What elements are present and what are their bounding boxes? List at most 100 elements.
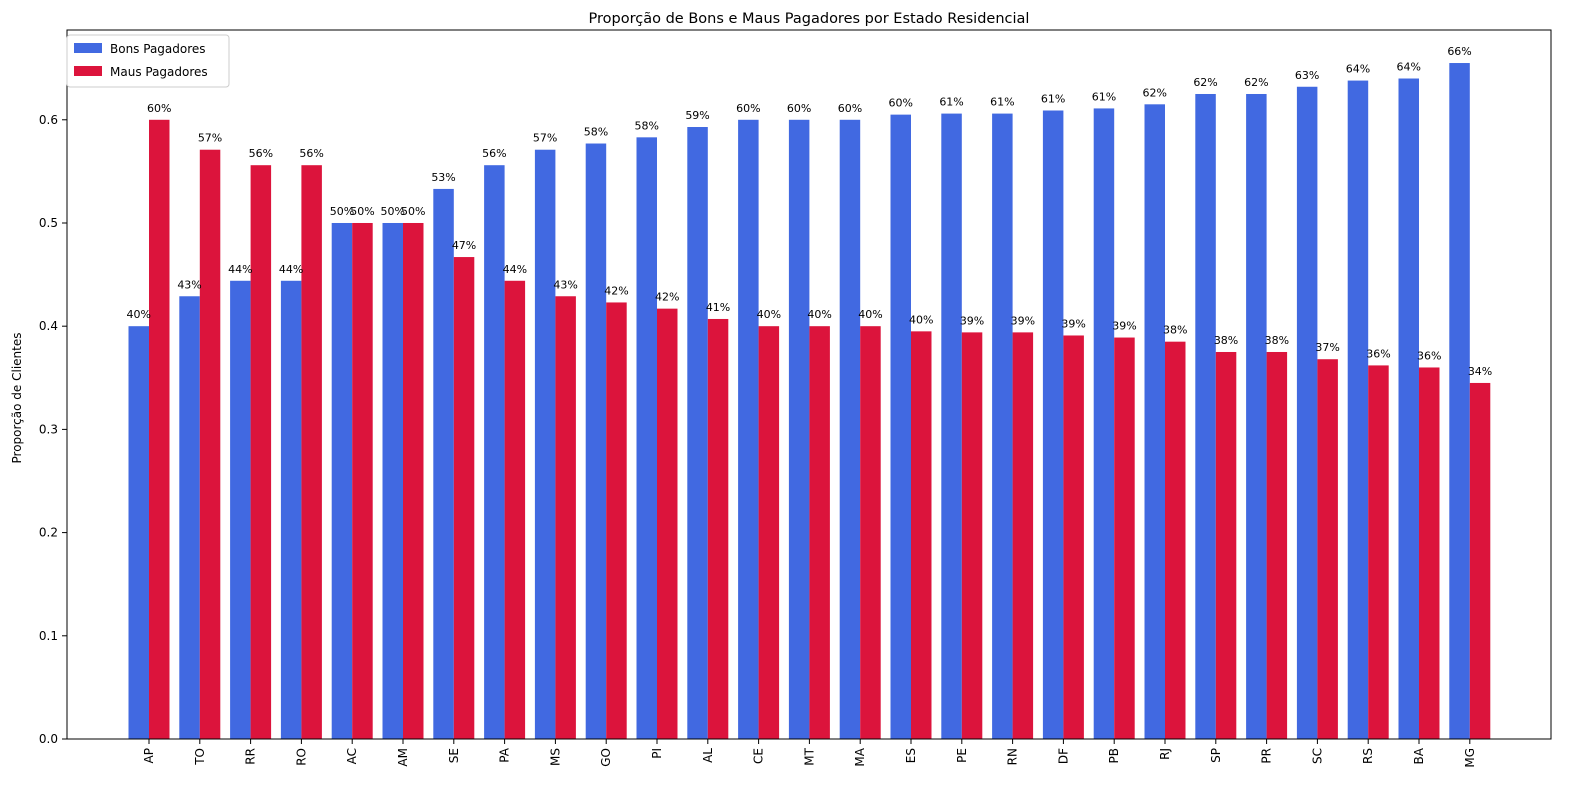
bar-bons-pr (1246, 93, 1267, 740)
x-tick-label-rj: RJ (1158, 748, 1172, 760)
data-label-bons-mg: 66% (1447, 45, 1471, 58)
bar-bons-ce (738, 119, 759, 740)
x-tick-label-ac: AC (345, 748, 359, 764)
data-label-maus-ac: 50% (350, 205, 374, 218)
x-tick-label-al: AL (701, 748, 715, 763)
data-label-maus-rn: 39% (1011, 314, 1035, 327)
bar-maus-rr (250, 165, 272, 739)
bar-bons-df (1042, 110, 1064, 739)
bar-maus-mg (1469, 382, 1491, 739)
data-label-maus-ce: 40% (757, 308, 781, 321)
bar-maus-sc (1317, 359, 1338, 739)
bar-bons-rr (230, 280, 251, 739)
x-tick-label-sp: SP (1209, 748, 1223, 763)
bar-maus-pi (657, 308, 678, 739)
data-label-bons-ma: 60% (838, 102, 862, 115)
data-label-bons-ba: 64% (1397, 61, 1421, 74)
bar-bons-rs (1347, 80, 1369, 739)
bar-maus-df (1063, 335, 1084, 739)
data-label-bons-rr: 44% (228, 263, 252, 276)
data-label-maus-ro: 56% (299, 147, 323, 160)
bar-bons-se (433, 188, 454, 739)
x-tick-label-df: DF (1056, 748, 1070, 764)
bar-maus-pr (1266, 351, 1288, 739)
chart-title: Proporção de Bons e Maus Pagadores por E… (589, 11, 1030, 27)
y-tick-label: 0.6 (39, 113, 58, 127)
data-label-maus-al: 41% (706, 301, 730, 314)
data-label-bons-ap: 40% (127, 308, 151, 321)
y-tick-label: 0.3 (39, 422, 58, 436)
bar-maus-sp (1215, 351, 1237, 739)
data-labels-layer: 40%43%44% 44%50% 50%53%56%57% 58% 58%59%60% 6… (127, 45, 1493, 378)
data-label-maus-df: 39% (1061, 317, 1085, 330)
bar-bons-al (687, 127, 708, 739)
y-axis-title: Proporção de Clientes (10, 333, 24, 464)
data-label-bons-pa: 56% (482, 147, 506, 160)
legend-frame (66, 34, 230, 88)
bar-maus-rj (1165, 341, 1186, 739)
bar-maus-am (403, 222, 424, 740)
bar-bons-rj (1144, 104, 1165, 739)
x-tick-label-pa: PA (498, 747, 512, 762)
data-label-bons-se: 53% (431, 171, 455, 184)
bar-bons-to (179, 296, 200, 739)
y-tick-label: 0.1 (39, 629, 58, 643)
data-label-bons-ms: 57% (533, 132, 557, 145)
legend-label-maus: Maus Pagadores (110, 65, 208, 79)
x-tick-label-pi: PI (650, 748, 664, 759)
data-label-bons-pr: 62% (1244, 76, 1268, 89)
axes-layer: 0.0 0.1 0.2 0.3 0.4 0.5 0.6 AP TO RR RO AC AM SE PA MS G… (39, 29, 1552, 768)
legend-label-bons: Bons Pagadores (110, 42, 206, 56)
data-label-maus-ma: 40% (858, 308, 882, 321)
x-tick-label-rn: RN (1006, 748, 1020, 765)
data-label-bons-ro: 44% (279, 263, 303, 276)
bar-bons-sp (1195, 93, 1216, 740)
bar-bons-pa (484, 165, 505, 739)
bar-bons-mt (788, 119, 810, 740)
bar-bons-sc (1296, 86, 1318, 739)
bar-bons-pe (941, 113, 962, 740)
bar-bons-ms (534, 149, 556, 739)
data-label-bons-sc: 63% (1295, 69, 1319, 82)
bar-bons-go (585, 143, 607, 739)
data-label-maus-pe: 39% (960, 314, 984, 327)
bar-maus-to (199, 149, 221, 739)
data-label-maus-se: 47% (452, 239, 476, 252)
data-label-bons-go: 58% (584, 126, 608, 139)
bar-maus-es (911, 331, 932, 739)
bar-bons-pb (1093, 108, 1115, 740)
bar-maus-mt (809, 326, 830, 739)
x-tick-label-pe: PE (955, 748, 969, 763)
x-tick-label-pr: PR (1260, 748, 1274, 764)
bar-maus-rs (1368, 365, 1389, 739)
x-tick-label-ma: MA (853, 747, 867, 766)
x-tick-label-sc: SC (1310, 748, 1324, 764)
legend-swatch-bons (74, 43, 102, 53)
data-label-maus-rr: 56% (249, 147, 273, 160)
data-label-maus-go: 42% (604, 284, 628, 297)
data-label-maus-ba: 36% (1417, 349, 1441, 362)
bar-maus-al (707, 318, 729, 739)
data-label-maus-sc: 37% (1315, 341, 1339, 354)
y-tick-label: 0.5 (39, 216, 58, 230)
data-label-bons-ac: 50% (330, 205, 354, 218)
bar-bons-ac (331, 222, 353, 740)
data-label-maus-mt: 40% (807, 308, 831, 321)
data-label-bons-rj: 62% (1143, 86, 1167, 99)
data-label-maus-pi: 42% (655, 291, 679, 304)
bar-maus-ce (758, 326, 780, 739)
x-tick-label-ba: BA (1412, 747, 1426, 764)
x-tick-label-go: GO (599, 748, 613, 767)
x-tick-label-ro: RO (294, 748, 308, 766)
bar-bons-rn (992, 113, 1013, 740)
data-label-bons-mt: 60% (787, 102, 811, 115)
data-label-bons-rn: 61% (990, 96, 1014, 109)
bar-bons-ma (839, 119, 861, 740)
x-tick-label-rs: RS (1361, 748, 1375, 764)
data-label-bons-ce: 60% (736, 102, 760, 115)
bar-bons-am (382, 222, 403, 740)
x-tick-label-se: SE (447, 748, 461, 763)
legend-swatch-maus (74, 66, 102, 76)
data-label-maus-es: 40% (909, 313, 933, 326)
